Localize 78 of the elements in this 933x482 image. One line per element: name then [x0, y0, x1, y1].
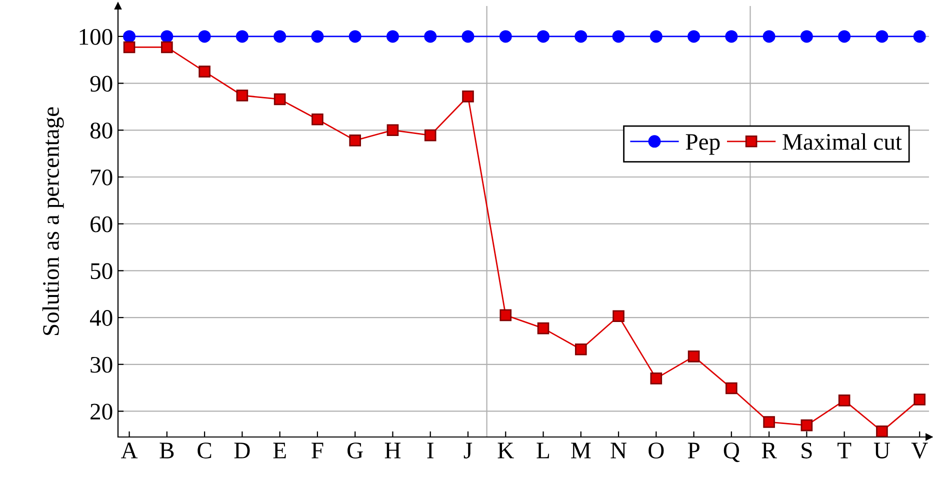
point [386, 124, 399, 136]
y-tick-label: 70 [91, 169, 112, 186]
point [274, 30, 286, 43]
point [612, 310, 624, 322]
y-tick-label: 60 [90, 216, 112, 232]
x-tick-label: F [312, 442, 324, 458]
point [462, 90, 474, 102]
point [650, 372, 662, 384]
legend-label: Maximal cut [782, 133, 902, 150]
point [311, 30, 324, 43]
legend-label: Pep [686, 134, 720, 155]
x-tick-label: E [273, 442, 286, 458]
point [876, 30, 888, 43]
point [537, 322, 550, 334]
x-tick-label: I [427, 442, 434, 458]
point [725, 30, 738, 43]
y-tick-label: 100 [80, 28, 112, 45]
point [312, 113, 324, 126]
point [386, 30, 399, 43]
point [612, 30, 625, 43]
x-tick-label: O [648, 442, 664, 458]
point [838, 394, 850, 406]
point [499, 30, 512, 43]
point [424, 30, 437, 43]
x-tick-label: Q [724, 442, 740, 462]
y-axis-title: Solution as a percentage [42, 107, 64, 335]
y-tick-label: 50 [90, 263, 112, 280]
point [348, 30, 362, 43]
y-tick-label: 90 [90, 76, 112, 92]
point [462, 30, 474, 43]
point [688, 30, 700, 43]
x-tick-label: J [464, 442, 472, 458]
x-tick-label: U [874, 442, 890, 458]
y-tick-label: 40 [90, 310, 112, 326]
point [424, 129, 436, 142]
point [574, 30, 588, 43]
point [876, 425, 888, 437]
x-tick-label: A [120, 442, 138, 458]
x-tick-label: G [348, 442, 363, 458]
x-tick-label: L [536, 442, 550, 458]
point [236, 90, 248, 102]
x-tick-label: N [610, 442, 627, 458]
y-tick-label: 30 [90, 356, 112, 373]
point [726, 382, 738, 394]
point [198, 66, 210, 78]
point [236, 30, 248, 43]
point [800, 30, 813, 43]
y-tick-label: 20 [90, 404, 112, 420]
point [763, 416, 775, 428]
point [574, 343, 587, 356]
y-tick-label: 80 [90, 122, 112, 139]
point [274, 93, 286, 106]
point [762, 30, 776, 43]
point [349, 134, 361, 146]
x-tick-label: B [160, 442, 174, 458]
x-tick-label: H [384, 442, 401, 458]
x-tick-label: C [198, 442, 212, 458]
point [123, 30, 136, 43]
x-tick-label: V [911, 442, 928, 459]
x-tick-label: M [571, 442, 591, 458]
x-tick-label: S [802, 442, 812, 458]
point [688, 350, 700, 362]
point [161, 41, 173, 54]
point [123, 41, 136, 54]
point [650, 30, 662, 43]
x-tick-label: T [838, 442, 852, 458]
point [838, 30, 851, 43]
point [500, 309, 512, 322]
point [160, 30, 174, 43]
point [537, 30, 550, 43]
point [913, 30, 926, 43]
x-tick-label: P [688, 442, 700, 458]
point [800, 419, 813, 432]
x-tick-label: D [234, 442, 250, 458]
x-tick-label: K [498, 442, 514, 458]
point [914, 394, 926, 406]
x-tick-label: R [762, 442, 777, 458]
point [198, 30, 211, 43]
